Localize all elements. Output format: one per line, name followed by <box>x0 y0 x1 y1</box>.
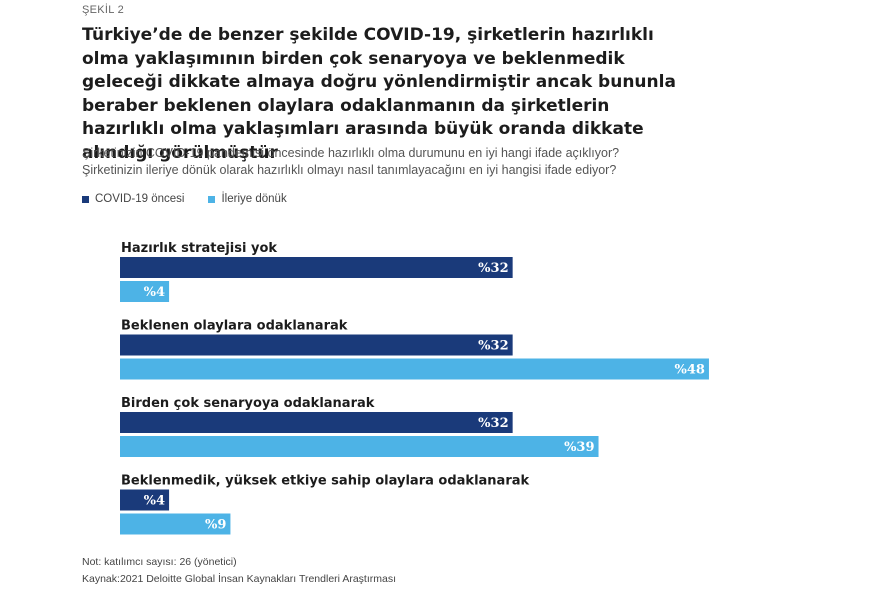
legend-swatch-pre-covid <box>82 195 89 203</box>
category-label: Beklenmedik, yüksek etkiye sahip olaylar… <box>121 474 530 489</box>
bar <box>120 358 709 380</box>
bar-value-label: %32 <box>478 261 508 276</box>
figure-label: ŞEKİL 2 <box>82 4 125 16</box>
bar <box>120 436 599 457</box>
bar <box>120 513 231 535</box>
bar <box>120 334 513 356</box>
legend-label-forward: İleriye dönük <box>221 193 287 205</box>
bar <box>120 257 513 278</box>
bar-value-label: %4 <box>144 285 165 300</box>
bar-value-label: %4 <box>144 494 165 509</box>
chart-title: Türkiye’de de benzer şekilde COVID-19, ş… <box>82 25 676 163</box>
bar <box>120 489 170 511</box>
legend-label-pre-covid: COVID-19 öncesi <box>95 193 185 205</box>
category-label: Birden çok senaryoya odaklanarak <box>121 396 375 411</box>
bar <box>120 281 170 302</box>
chart-legend: COVID-19 öncesi İleriye dönük <box>82 193 287 205</box>
category-label: Beklenen olaylara odaklanarak <box>121 319 348 334</box>
chart-subtitle-1: Şirketinizin COVID-19 pandemisi öncesind… <box>82 146 620 160</box>
legend-swatch-forward <box>208 195 216 203</box>
bar-value-label: %39 <box>564 440 594 455</box>
bar-value-label: %32 <box>478 416 508 431</box>
footer-note: Not: katılımcı sayısı: 26 (yönetici) <box>82 556 237 568</box>
legend-item-pre-covid: COVID-19 öncesi <box>82 193 184 205</box>
bar-value-label: %9 <box>205 518 226 533</box>
category-label: Hazırlık stratejisi yok <box>121 241 277 256</box>
bar-value-label: %48 <box>675 363 705 378</box>
bar <box>120 412 513 433</box>
bar-value-label: %32 <box>478 339 508 354</box>
footer-source: Kaynak:2021 Deloitte Global İnsan Kaynak… <box>82 573 396 585</box>
chart-subtitle-2: Şirketinizin ileriye dönük olarak hazırl… <box>82 163 617 177</box>
legend-item-forward: İleriye dönük <box>208 193 287 205</box>
